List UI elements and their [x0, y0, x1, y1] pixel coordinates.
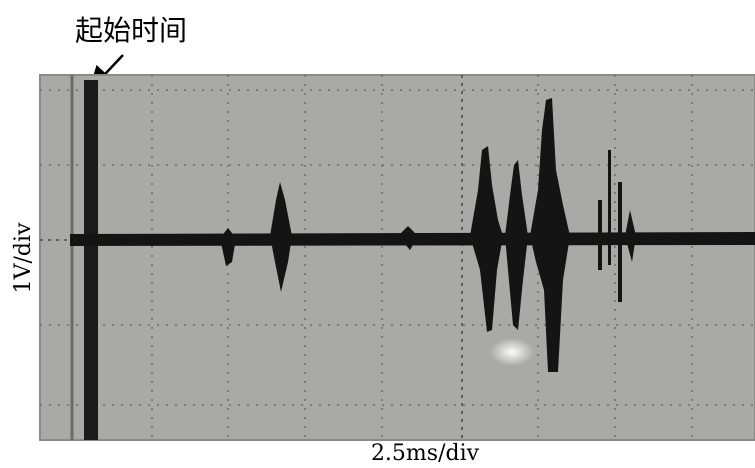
- oscilloscope-figure: 起始时间: [0, 0, 755, 468]
- page: 起始时间: [0, 0, 755, 468]
- screen-glare: [490, 338, 534, 366]
- x-label: 2.5ms/div: [371, 441, 480, 466]
- screen-background: [40, 75, 755, 440]
- annotation: 起始时间: [75, 14, 187, 47]
- scope-screen: [40, 75, 755, 440]
- y-label: 1V/div: [11, 222, 36, 293]
- start-time-bar: [84, 80, 98, 440]
